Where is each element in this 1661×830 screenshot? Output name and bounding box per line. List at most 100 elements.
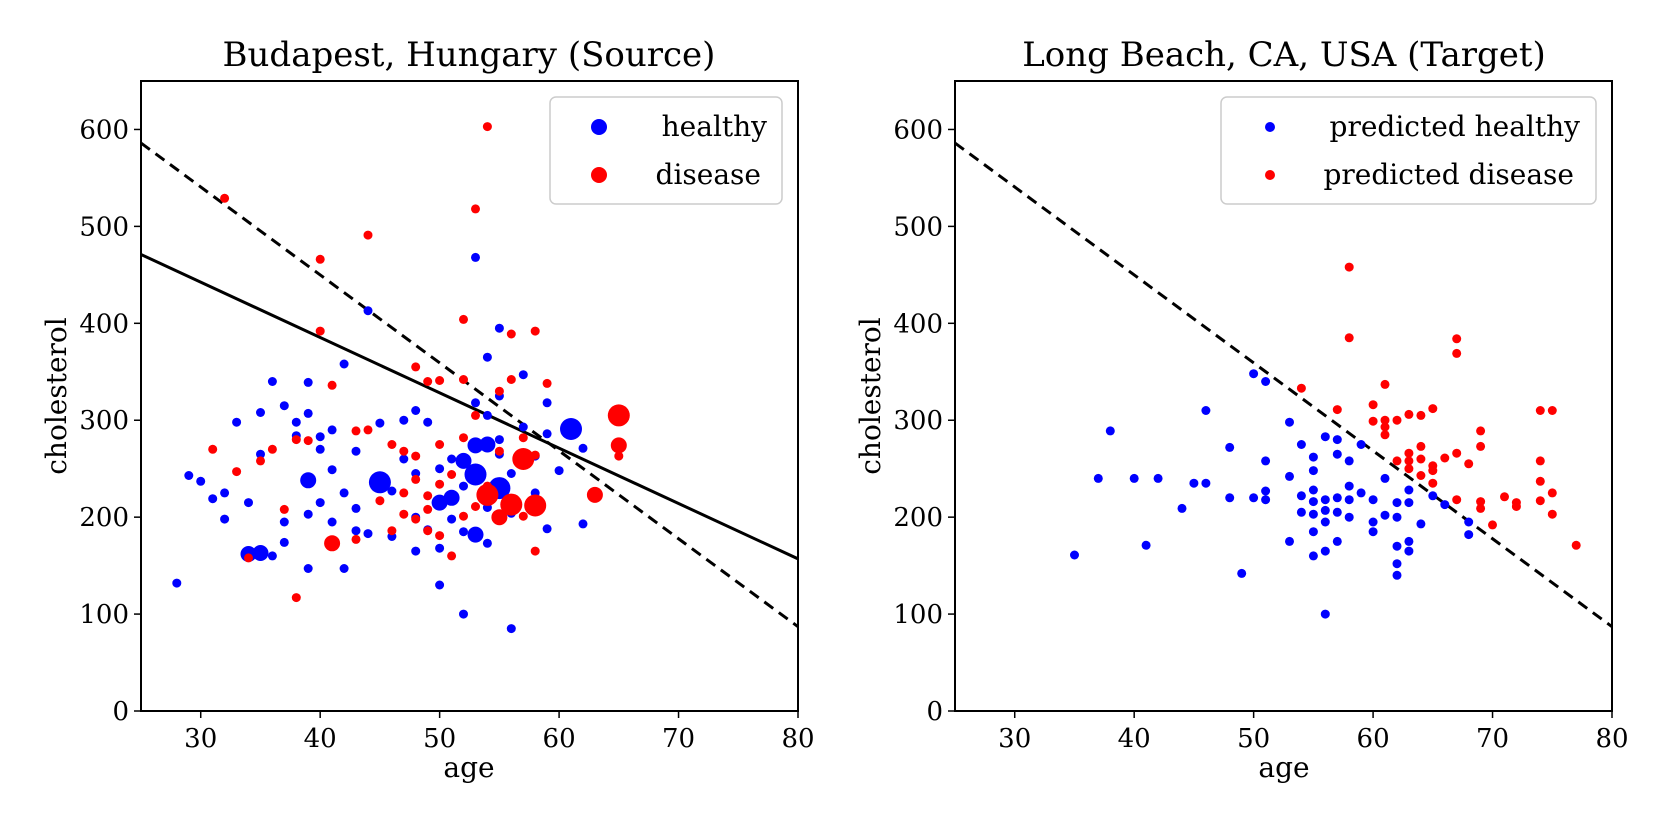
- target-x-tick-label: 70: [1476, 724, 1509, 754]
- source-point-healthy: [208, 494, 218, 504]
- source-point-disease: [506, 375, 516, 384]
- legend-marker-disease: [591, 167, 607, 183]
- source-point-healthy: [351, 446, 361, 456]
- target-point-predicted-disease: [1464, 459, 1474, 469]
- source-point-healthy: [542, 524, 552, 534]
- source-point-disease: [327, 380, 337, 390]
- source-point-disease: [586, 486, 603, 503]
- source-point-disease: [267, 444, 277, 454]
- source-point-healthy: [339, 564, 349, 573]
- target-point-predicted-disease: [1452, 348, 1462, 358]
- legend-marker-predicted-disease: [1265, 170, 1275, 180]
- source-point-healthy: [220, 488, 230, 498]
- target-point-predicted-healthy: [1285, 417, 1294, 427]
- source-point-healthy: [399, 415, 409, 425]
- source-point-healthy: [560, 418, 582, 440]
- target-point-predicted-disease: [1416, 454, 1426, 464]
- source-point-healthy: [459, 481, 468, 491]
- source-point-healthy: [482, 410, 492, 420]
- source-point-disease: [530, 546, 540, 556]
- target-point-predicted-healthy: [1285, 471, 1294, 481]
- target-point-predicted-healthy: [1368, 517, 1378, 527]
- source-point-disease: [244, 553, 253, 563]
- source-point-disease: [291, 593, 301, 603]
- source-points: [172, 122, 630, 634]
- target-x-axis-label: age: [1258, 751, 1309, 784]
- target-point-predicted-disease: [1404, 464, 1414, 474]
- source-x-tick-label: 30: [184, 724, 217, 754]
- target-point-predicted-healthy: [1464, 530, 1474, 540]
- source-point-healthy: [303, 377, 313, 387]
- target-dashed-boundary: [955, 141, 1612, 628]
- source-legend: healthy disease: [549, 96, 783, 205]
- target-x-tick-label: 30: [998, 724, 1031, 754]
- source-point-healthy: [279, 537, 289, 547]
- target-y-tick-label: 200: [893, 503, 943, 533]
- source-point-healthy: [411, 406, 421, 415]
- source-point-healthy: [267, 377, 277, 386]
- target-point-predicted-healthy: [1093, 473, 1103, 483]
- source-point-disease: [435, 440, 445, 449]
- source-point-healthy: [471, 252, 480, 262]
- target-point-predicted-healthy: [1249, 493, 1259, 503]
- source-point-healthy: [256, 408, 265, 417]
- target-point-predicted-healthy: [1368, 527, 1378, 537]
- target-point-predicted-disease: [1380, 430, 1390, 440]
- target-point-predicted-healthy: [1249, 369, 1259, 379]
- target-point-predicted-disease: [1476, 503, 1486, 513]
- source-point-healthy: [482, 352, 492, 362]
- source-point-healthy: [411, 546, 421, 556]
- source-point-healthy: [506, 469, 516, 478]
- source-plot-frame: [140, 80, 799, 712]
- source-point-disease: [435, 376, 445, 385]
- target-point-predicted-healthy: [1261, 486, 1271, 496]
- target-point-predicted-healthy: [1153, 473, 1163, 483]
- source-point-disease: [363, 425, 373, 435]
- source-point-disease: [459, 511, 468, 521]
- legend-label-predicted-healthy: predicted healthy: [1330, 110, 1581, 143]
- source-point-healthy: [435, 464, 445, 474]
- target-point-predicted-healthy: [1308, 527, 1318, 537]
- source-point-healthy: [443, 489, 460, 506]
- target-point-predicted-disease: [1500, 492, 1509, 502]
- target-point-predicted-healthy: [1428, 491, 1438, 501]
- source-point-healthy: [339, 359, 349, 369]
- target-point-predicted-healthy: [1404, 498, 1414, 508]
- source-point-disease: [530, 326, 540, 336]
- target-point-predicted-disease: [1547, 406, 1557, 415]
- target-point-predicted-disease: [1404, 409, 1414, 419]
- source-point-healthy: [252, 545, 269, 561]
- target-point-predicted-disease: [1571, 540, 1581, 550]
- target-point-predicted-disease: [1440, 453, 1450, 463]
- target-point-predicted-healthy: [1201, 406, 1211, 415]
- source-point-disease: [459, 433, 468, 443]
- target-legend: predicted healthy predicted disease: [1220, 96, 1597, 205]
- source-point-healthy: [339, 488, 349, 498]
- target-point-predicted-healthy: [1296, 440, 1306, 449]
- target-point-predicted-disease: [1380, 379, 1390, 389]
- source-point-disease: [291, 435, 301, 445]
- target-point-predicted-healthy: [1308, 551, 1318, 561]
- source-point-healthy: [431, 494, 448, 511]
- source-point-healthy: [172, 578, 182, 588]
- source-point-healthy: [387, 486, 397, 496]
- target-point-predicted-healthy: [1320, 505, 1330, 515]
- source-point-disease: [324, 535, 341, 552]
- target-point-predicted-healthy: [1320, 546, 1330, 556]
- target-point-predicted-healthy: [1368, 495, 1378, 505]
- source-y-tick-label: 200: [79, 503, 129, 533]
- target-point-predicted-disease: [1452, 334, 1462, 344]
- source-point-disease: [423, 504, 433, 514]
- source-point-disease: [387, 440, 397, 449]
- source-point-healthy: [327, 465, 337, 475]
- target-point-predicted-healthy: [1141, 540, 1151, 550]
- target-boundary-lines: [955, 141, 1612, 628]
- source-point-healthy: [351, 503, 361, 513]
- target-point-predicted-disease: [1476, 441, 1486, 451]
- target-point-predicted-healthy: [1296, 507, 1306, 517]
- source-point-disease: [232, 467, 242, 477]
- source-point-healthy: [256, 449, 265, 459]
- source-point-disease: [471, 502, 480, 511]
- target-point-predicted-healthy: [1308, 485, 1318, 495]
- source-y-tick-label: 100: [79, 600, 129, 630]
